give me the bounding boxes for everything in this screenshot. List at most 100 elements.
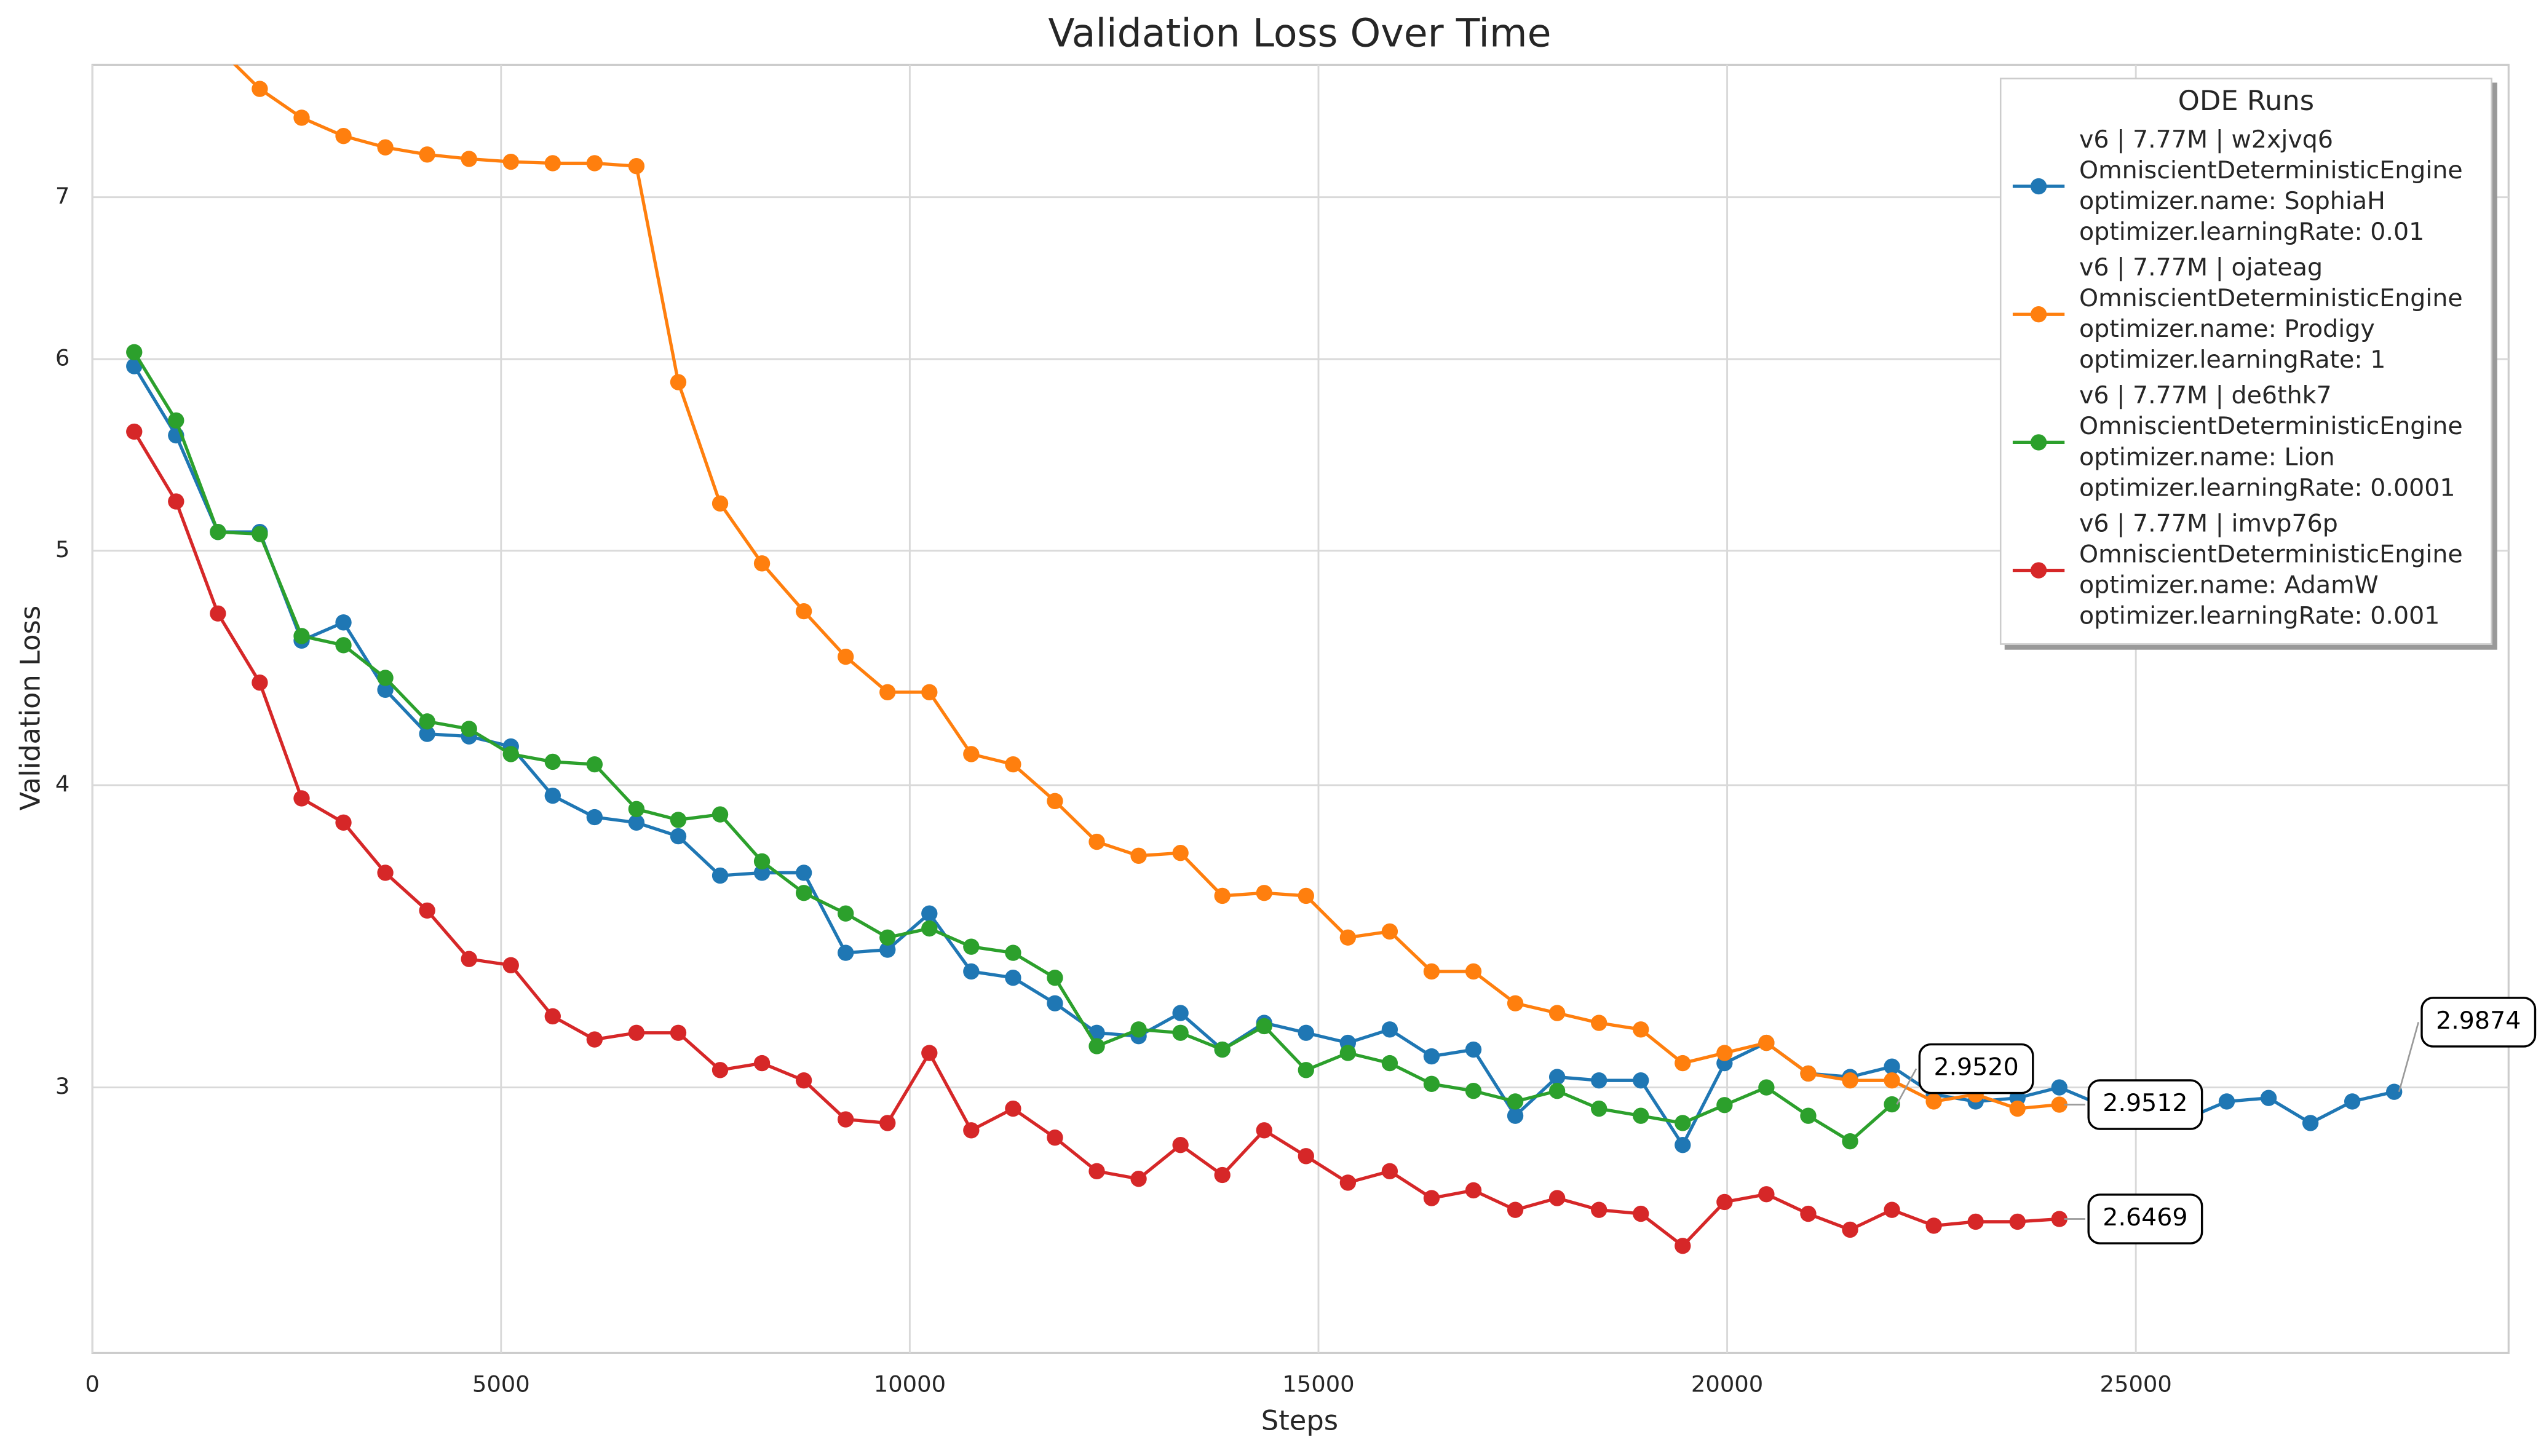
- annotation-box: [2420, 997, 2537, 1048]
- data-point: [1005, 970, 1021, 986]
- data-point: [2260, 1090, 2277, 1106]
- data-point: [879, 684, 896, 700]
- data-point: [1423, 963, 1440, 980]
- data-point: [712, 1062, 729, 1078]
- data-point: [1298, 1148, 1314, 1165]
- data-point: [461, 951, 477, 967]
- data-point: [838, 944, 854, 961]
- data-point: [1298, 1024, 1314, 1041]
- data-point: [1130, 1171, 1147, 1187]
- data-point: [1884, 1201, 1900, 1218]
- data-point: [1088, 833, 1105, 850]
- x-tick-label: 10000: [874, 1371, 946, 1398]
- y-tick-label: 6: [55, 345, 69, 371]
- data-point: [795, 865, 812, 881]
- data-point: [1214, 1041, 1231, 1058]
- data-point: [210, 39, 226, 55]
- legend-label: v6 | 7.77M | ojateag OmniscientDetermini…: [2079, 253, 2463, 374]
- y-axis-label: Validation Loss: [14, 606, 47, 811]
- y-tick-label: 7: [55, 183, 69, 209]
- legend-swatch: [2012, 178, 2065, 195]
- legend-swatch: [2012, 562, 2065, 579]
- data-point: [1005, 944, 1021, 961]
- data-point: [1298, 887, 1314, 904]
- data-point: [168, 493, 184, 510]
- data-point: [1381, 1163, 1398, 1179]
- data-point: [1590, 1072, 1607, 1089]
- data-point: [168, 0, 184, 1]
- data-point: [838, 905, 854, 922]
- data-point: [335, 127, 352, 144]
- data-point: [586, 809, 603, 826]
- data-point: [2051, 1096, 2067, 1113]
- data-point: [1590, 1100, 1607, 1117]
- data-point: [963, 938, 980, 955]
- data-point: [1256, 885, 1272, 901]
- data-point: [419, 146, 435, 163]
- annotation-label: 2.9520: [1933, 1053, 2018, 1082]
- data-point: [210, 605, 226, 622]
- legend-entry: v6 | 7.77M | w2xjvq6 OmniscientDetermini…: [2011, 125, 2481, 248]
- data-point: [1298, 1062, 1314, 1078]
- data-point: [1800, 1205, 1817, 1222]
- legend: ODE Runs v6 | 7.77M | w2xjvq6 Omniscient…: [1999, 77, 2492, 645]
- data-point: [1256, 1122, 1272, 1139]
- data-point: [712, 495, 729, 512]
- data-point: [1633, 1021, 1649, 1038]
- data-point: [795, 603, 812, 620]
- data-point: [2344, 1093, 2361, 1110]
- data-point: [628, 801, 645, 818]
- data-point: [1633, 1107, 1649, 1124]
- data-point: [1675, 1137, 1691, 1153]
- data-point: [1590, 1201, 1607, 1218]
- data-point: [126, 358, 143, 374]
- data-point: [377, 139, 394, 156]
- data-point: [502, 153, 519, 170]
- data-point: [963, 1122, 980, 1139]
- data-point: [1716, 1193, 1733, 1211]
- data-point: [335, 637, 352, 654]
- data-point: [1842, 1133, 1858, 1150]
- data-point: [419, 713, 435, 730]
- data-point: [1507, 1107, 1524, 1124]
- data-point: [293, 628, 310, 644]
- data-point: [1465, 963, 1482, 980]
- data-point: [753, 853, 771, 870]
- data-point: [335, 614, 352, 631]
- data-point: [2302, 1115, 2319, 1131]
- annotation-arrow: [1896, 1068, 1917, 1105]
- x-tick-label: 0: [85, 1371, 99, 1398]
- data-point: [628, 1024, 645, 1041]
- data-point: [1548, 1083, 1566, 1099]
- legend-title: ODE Runs: [2178, 85, 2315, 119]
- data-point: [1800, 1065, 1817, 1082]
- data-point: [1088, 1163, 1105, 1179]
- data-point: [1716, 1097, 1733, 1114]
- data-point: [1465, 1083, 1482, 1099]
- data-point: [1548, 1005, 1566, 1021]
- legend-swatch: [2012, 306, 2065, 323]
- data-point: [2051, 1079, 2067, 1096]
- legend-marker: [2030, 306, 2047, 323]
- data-point: [753, 1054, 771, 1072]
- data-point: [1884, 1058, 1900, 1075]
- data-point: [1633, 1072, 1649, 1089]
- data-point: [1675, 1115, 1691, 1131]
- data-point: [879, 1115, 896, 1131]
- data-point: [1675, 1238, 1691, 1254]
- data-point: [502, 957, 519, 973]
- data-point: [1214, 1166, 1231, 1184]
- data-point: [795, 885, 812, 901]
- data-point: [1172, 845, 1189, 861]
- legend-swatch: [2012, 434, 2065, 451]
- data-point: [795, 1072, 812, 1089]
- data-point: [126, 423, 143, 440]
- data-point: [1548, 1190, 1566, 1206]
- data-point: [1256, 1018, 1272, 1035]
- legend-marker: [2030, 562, 2047, 579]
- annotation-label: 2.9874: [2436, 1007, 2521, 1035]
- legend-entry: v6 | 7.77M | ojateag OmniscientDetermini…: [2011, 253, 2481, 376]
- data-point: [1005, 1100, 1021, 1117]
- data-point: [628, 814, 645, 831]
